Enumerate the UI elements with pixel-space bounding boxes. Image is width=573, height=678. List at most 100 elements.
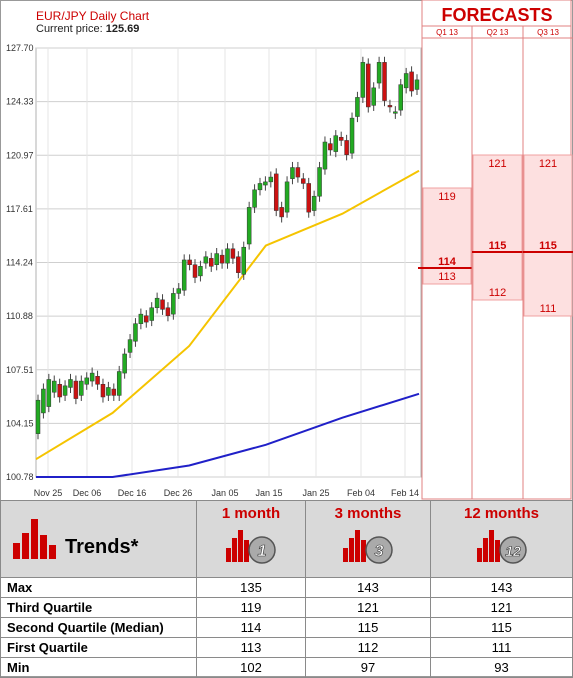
horizon-badge: 12 — [505, 543, 521, 559]
horizon-12-months: 12 months 12 — [430, 500, 573, 578]
candle-body — [198, 266, 203, 277]
candle-body — [154, 297, 160, 309]
cell-value: 93 — [430, 657, 573, 678]
candle-body — [41, 388, 46, 414]
table-row: Third Quartile 119 121 121 — [0, 597, 573, 618]
cell-value: 113 — [196, 637, 306, 658]
candle-body — [333, 135, 339, 152]
candle-body — [382, 62, 387, 101]
cell-value: 143 — [305, 577, 431, 598]
horizon-12-icon: 12 — [476, 530, 527, 564]
candle-body — [73, 380, 79, 399]
horizon-1-icon: 1 — [226, 530, 276, 564]
candle-body — [106, 387, 111, 396]
candle-body — [181, 259, 187, 291]
table-row: Min 102 97 93 — [0, 657, 573, 678]
cell-value: 119 — [196, 597, 306, 618]
candle-body — [89, 372, 95, 382]
candle-body — [398, 84, 404, 111]
forecast-quartile-band — [523, 154, 573, 317]
candle-body — [344, 140, 349, 156]
horizon-3-months: 3 months 3 — [305, 500, 431, 578]
chart-area: 127.70 124.33 120.97 117.61 114.24 110.88 107.… — [6, 0, 573, 500]
candle-body — [68, 379, 73, 388]
forecast-quarter-label: Q1 13 — [436, 28, 458, 37]
candle-body — [393, 111, 398, 114]
cell-value: 114 — [196, 617, 306, 638]
candle-body — [84, 377, 89, 385]
candle-body — [133, 323, 138, 342]
candle-body — [160, 299, 165, 310]
x-tick-label: Nov 25 — [34, 488, 63, 498]
x-tick-label: Feb 04 — [347, 488, 375, 498]
forecast-q3-label: 119 — [438, 191, 456, 203]
forecast-q1-label: 113 — [438, 271, 456, 283]
y-tick-label: 104.15 — [6, 418, 34, 428]
candle-body — [279, 207, 284, 218]
candle-body — [322, 141, 328, 170]
forecast-q3-label: 121 — [488, 158, 506, 170]
moving-average-line-blue — [36, 392, 420, 478]
candle-body — [268, 176, 274, 183]
candle-body — [306, 183, 311, 213]
x-tick-label: Jan 25 — [302, 488, 329, 498]
x-tick-label: Dec 06 — [73, 488, 102, 498]
candle-body — [165, 307, 171, 316]
y-tick-label: 110.88 — [6, 311, 33, 321]
price-label: Current price: — [36, 23, 103, 35]
candle-body — [414, 79, 420, 90]
candle-body — [311, 195, 317, 211]
candle-body — [171, 293, 176, 315]
candle-body — [257, 183, 263, 191]
current-price: Current price: 125.69 — [36, 23, 139, 35]
x-tick-label: Feb 14 — [391, 488, 419, 498]
candle-body — [387, 105, 393, 108]
cell-value: 121 — [305, 597, 431, 618]
horizon-label: 1 month — [221, 505, 281, 522]
candle-body — [116, 371, 122, 396]
candle-body — [176, 288, 182, 294]
x-tick-label: Dec 26 — [164, 488, 193, 498]
candle-body — [187, 259, 192, 265]
candle-body — [62, 385, 68, 396]
candle-body — [209, 258, 214, 267]
table-row: First Quartile 113 112 111 — [0, 637, 573, 658]
cell-value: 121 — [430, 597, 573, 618]
y-tick-label: 117.61 — [6, 204, 33, 214]
candle-body — [95, 376, 100, 385]
candle-body — [230, 248, 236, 259]
y-tick-label: 120.97 — [6, 150, 34, 160]
candle-body — [338, 136, 344, 141]
forecast-quarter-label: Q3 13 — [537, 28, 559, 37]
y-tick-label: 124.33 — [6, 97, 34, 107]
candle-body — [127, 339, 133, 353]
candle-body — [246, 207, 252, 245]
y-tick-label: 127.70 — [6, 43, 34, 53]
x-tick-label: Dec 16 — [118, 488, 147, 498]
moving-average-line-yellow — [35, 169, 420, 461]
candle-body — [35, 399, 41, 434]
trends-title: Trends* — [65, 536, 139, 558]
candle-body — [144, 315, 149, 323]
candle-body — [149, 307, 154, 321]
candle-body — [51, 380, 57, 393]
candle-body — [376, 62, 382, 84]
cell-value: 111 — [430, 637, 573, 658]
forecast-median-label: 114 — [438, 256, 457, 268]
candle-body — [273, 173, 279, 211]
forecast-q1-label: 111 — [540, 303, 557, 315]
forecast-quartile-band — [472, 154, 523, 301]
cell-value: 112 — [305, 637, 431, 658]
candle-body — [57, 384, 62, 398]
trends-header-row: Trends* 1 month 1 3 months 3 12 months — [0, 500, 573, 578]
cell-value: 102 — [196, 657, 306, 678]
forecast-median-label: 115 — [489, 240, 507, 252]
cell-value: 115 — [305, 617, 431, 638]
candle-body — [328, 143, 333, 151]
candle-body — [79, 380, 84, 396]
horizon-badge: 3 — [375, 543, 384, 560]
row-label: First Quartile — [0, 637, 197, 658]
candle-body — [371, 87, 376, 106]
forecast-median-label: 115 — [539, 240, 557, 252]
row-label: Max — [0, 577, 197, 598]
